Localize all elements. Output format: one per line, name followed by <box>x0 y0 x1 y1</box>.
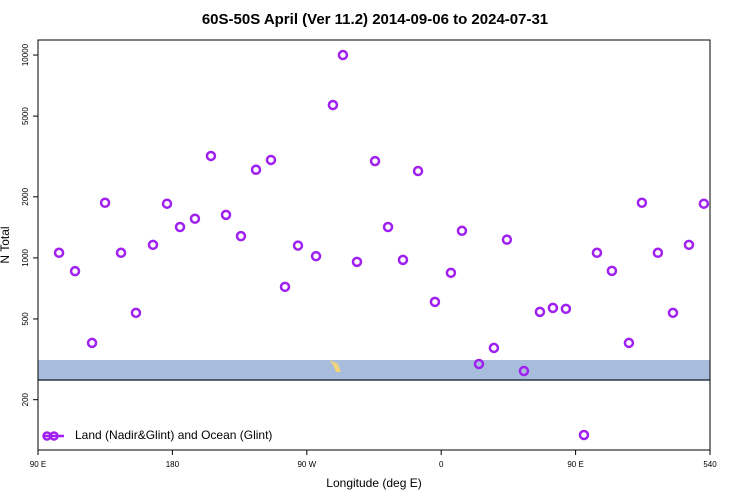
point <box>382 221 394 233</box>
point <box>683 239 695 251</box>
point <box>99 197 111 209</box>
y-tick-label: 2000 <box>21 187 30 205</box>
point <box>265 154 277 166</box>
map-strip <box>38 360 710 380</box>
point <box>397 254 409 266</box>
y-tick-label: 1000 <box>21 248 30 266</box>
point <box>623 337 635 349</box>
point <box>547 302 559 314</box>
point <box>560 303 572 315</box>
x-tick-label: 540 <box>703 460 717 469</box>
point <box>250 164 262 175</box>
point <box>86 337 98 349</box>
x-tick-label: 0 <box>439 460 444 469</box>
point <box>636 197 648 209</box>
x-tick-label: 90 E <box>30 460 46 469</box>
point <box>69 265 81 277</box>
point <box>667 307 679 319</box>
point <box>578 429 590 441</box>
legend-label: Land (Nadir&Glint) and Ocean (Glint) <box>75 428 272 442</box>
point <box>53 247 65 259</box>
point <box>310 250 322 262</box>
point <box>652 247 664 259</box>
point <box>591 247 603 259</box>
point <box>147 239 159 251</box>
point <box>235 230 247 242</box>
point <box>189 213 201 224</box>
x-tick-label: 90 E <box>567 460 583 469</box>
point <box>501 234 513 245</box>
point <box>337 49 349 61</box>
y-axis-label: N Total <box>0 226 12 263</box>
legend-marker <box>49 431 59 441</box>
point <box>279 281 291 293</box>
point <box>292 240 304 251</box>
point <box>174 221 186 233</box>
y-tick-label: 500 <box>21 312 30 326</box>
point <box>534 306 546 318</box>
y-tick-label: 5000 <box>21 107 30 125</box>
point <box>351 256 363 268</box>
point <box>115 247 127 259</box>
point <box>473 358 485 370</box>
point <box>445 267 457 279</box>
point <box>456 225 468 237</box>
point <box>518 365 530 377</box>
plot-frame <box>37 39 711 451</box>
point <box>429 296 441 308</box>
point <box>161 198 173 209</box>
chart-title: 60S-50S April (Ver 11.2) 2014-09-06 to 2… <box>202 11 548 28</box>
point <box>220 209 232 221</box>
point <box>369 155 381 167</box>
point <box>488 342 500 354</box>
x-tick-label: 180 <box>166 460 180 469</box>
y-tick-label: 10000 <box>21 43 30 66</box>
point <box>327 99 339 111</box>
x-axis-label: Longitude (deg E) <box>326 476 421 490</box>
land-shape <box>330 360 341 372</box>
point <box>698 198 710 209</box>
point <box>205 150 217 162</box>
x-tick-label: 90 W <box>297 460 316 469</box>
point <box>130 307 142 319</box>
y-tick-label: 200 <box>21 392 30 406</box>
point <box>412 165 424 177</box>
point <box>606 265 618 277</box>
